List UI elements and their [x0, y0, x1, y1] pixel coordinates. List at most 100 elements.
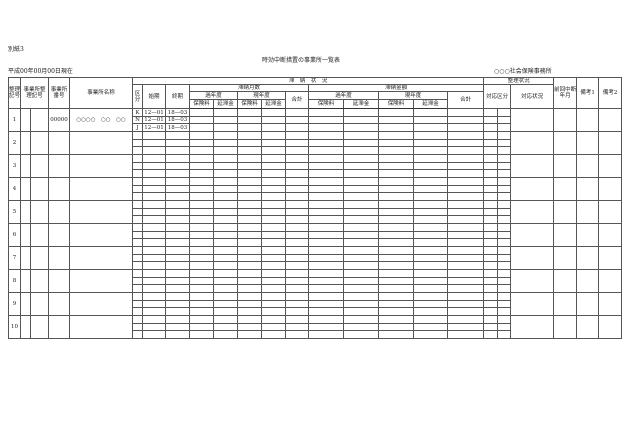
amount-cell	[343, 146, 380, 156]
amount-cell	[343, 300, 380, 309]
zenkai-chudan-cell	[553, 177, 578, 202]
start-cell	[142, 261, 167, 271]
amount-cell	[261, 169, 287, 179]
taiou-kubun-cell-b	[497, 277, 512, 286]
taiou-joukyou-cell	[510, 269, 555, 294]
amount-cell	[343, 246, 380, 256]
amount-cell	[237, 154, 263, 164]
start-cell	[142, 330, 167, 340]
taiou-kubun-cell-b	[497, 261, 512, 271]
bikou2-cell	[598, 223, 623, 248]
amount-cell	[447, 162, 485, 171]
amount-cell	[413, 223, 449, 233]
kubun-cell	[132, 284, 144, 294]
taiou-kubun-cell-a	[483, 177, 499, 187]
taiou-kubun-cell-a	[483, 185, 499, 194]
amount-cell	[378, 116, 415, 125]
end-cell	[165, 284, 191, 294]
amount-cell	[213, 162, 239, 171]
seiri-kigou-cell-a	[20, 292, 31, 317]
kubun-cell	[132, 154, 144, 164]
zenkai-chudan-cell	[553, 269, 578, 294]
seiri-kigou-cell-b	[29, 246, 50, 271]
end-cell	[165, 323, 191, 332]
seiri-kigou-cell-b	[29, 292, 50, 317]
amount-cell	[237, 146, 263, 156]
end-cell	[165, 292, 191, 302]
amount-cell	[413, 300, 449, 309]
taiou-kubun-cell-a	[483, 123, 499, 133]
amount-cell	[413, 208, 449, 217]
taiou-kubun-cell-a	[483, 246, 499, 256]
amount-cell	[189, 116, 215, 125]
header-months-goukei: 合計	[285, 91, 310, 110]
taiou-kubun-cell-b	[497, 246, 512, 256]
amount-cell	[213, 200, 239, 210]
kubun-cell	[132, 269, 144, 279]
amount-cell	[285, 169, 310, 179]
header-tainou-tsukisuu: 滞納月数	[189, 84, 310, 93]
header-tainou-joukyou: 滞 納 状 況	[132, 76, 485, 86]
amount-cell	[213, 154, 239, 164]
amount-cell	[308, 300, 345, 309]
office-number: 00000	[48, 108, 71, 133]
amount-cell	[413, 323, 449, 332]
amount-cell	[189, 215, 215, 225]
kubun-cell	[132, 139, 144, 148]
amount-cell	[413, 192, 449, 202]
amount-cell	[308, 231, 345, 240]
amount-cell	[447, 261, 485, 271]
amount-cell	[447, 200, 485, 210]
table-row: 3	[8, 154, 623, 179]
start-cell: 12—01	[142, 108, 167, 118]
amount-cell	[237, 315, 263, 325]
amount-cell	[261, 177, 287, 187]
amount-cell	[285, 261, 310, 271]
zenkai-chudan-cell	[553, 223, 578, 248]
amount-cell	[189, 131, 215, 141]
taiou-kubun-cell-b	[497, 108, 512, 118]
table-row: 4	[8, 177, 623, 202]
seiri-kigou-cell-a	[20, 108, 31, 133]
zenkai-chudan-cell	[553, 200, 578, 225]
taiou-kubun-cell-b	[497, 162, 512, 171]
bikou2-cell	[598, 131, 623, 156]
taiou-kubun-cell-b	[497, 139, 512, 148]
amount-cell	[285, 231, 310, 240]
amount-cell	[308, 215, 345, 225]
start-cell	[142, 169, 167, 179]
table-row: 5	[8, 200, 623, 225]
amount-cell	[378, 169, 415, 179]
taiou-kubun-cell-b	[497, 223, 512, 233]
amount-cell	[261, 208, 287, 217]
table-row	[9, 185, 622, 194]
amount-cell	[447, 116, 485, 125]
end-cell: 18—03	[165, 108, 191, 118]
start-cell	[142, 307, 167, 317]
amount-cell	[261, 131, 287, 141]
taiou-kubun-cell-a	[483, 323, 499, 332]
taiou-kubun-cell-a	[483, 307, 499, 317]
amount-cell	[447, 185, 485, 194]
amount-cell	[285, 108, 310, 118]
amount-cell	[261, 162, 287, 171]
taiou-kubun-cell-a	[483, 277, 499, 286]
taiou-kubun-cell-b	[497, 123, 512, 133]
kubun-cell	[132, 208, 144, 217]
record-number: 7	[8, 246, 21, 271]
kubun-cell	[132, 261, 144, 271]
record-number: 9	[8, 292, 21, 317]
amount-cell	[285, 315, 310, 325]
amount-cell	[237, 116, 263, 125]
header-jigyosho-meisho: 事業所名称	[69, 76, 134, 110]
amount-cell	[413, 215, 449, 225]
amount-cell	[261, 154, 287, 164]
amount-cell	[308, 192, 345, 202]
amount-cell	[213, 185, 239, 194]
amount-cell	[213, 215, 239, 225]
amount-cell	[447, 108, 485, 118]
amount-cell	[378, 323, 415, 332]
taiou-kubun-cell-a	[483, 139, 499, 148]
office-number	[48, 315, 71, 340]
amount-cell	[237, 254, 263, 263]
